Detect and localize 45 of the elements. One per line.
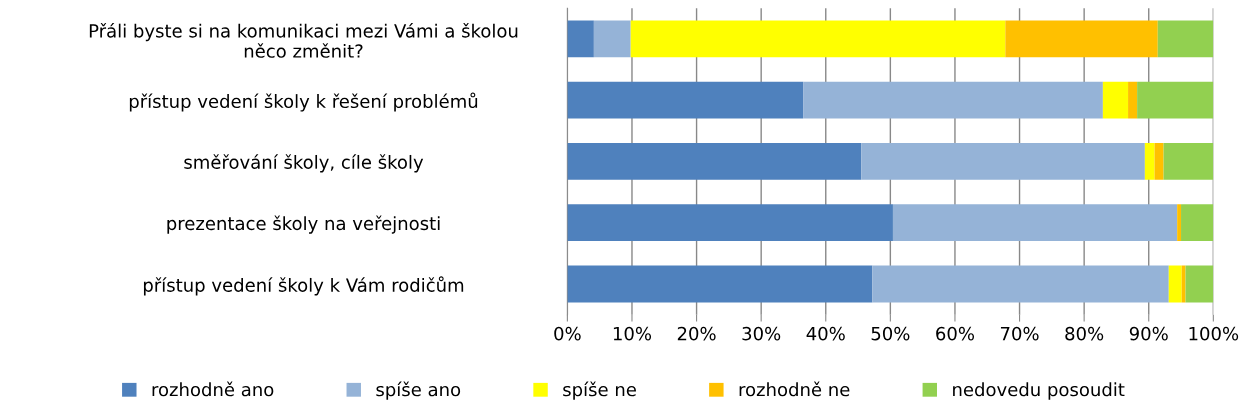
bar [872, 265, 1169, 303]
x-tick-label: 90% [1129, 326, 1168, 341]
bar [593, 20, 631, 58]
legend-label: spíše ne [563, 381, 636, 400]
legend-label: spíše ano [376, 381, 461, 400]
y-tick-label: směřování školy, cíle školy [184, 154, 424, 173]
bar [567, 204, 893, 242]
bar [1005, 20, 1158, 58]
bar [1163, 143, 1214, 180]
y-tick-label: Přáli byste si na komunikaci mezi Vámi a školou něco změnit? [89, 22, 518, 58]
bar [1181, 204, 1214, 242]
y-tick-label: prezentace školy na veřejnosti [167, 215, 440, 234]
bar [1185, 265, 1214, 303]
x-tick-label: 70% [1000, 326, 1039, 341]
x-tick-label: 10% [613, 326, 652, 341]
y-tick-label: přístup vedení školy k Vám rodičům [143, 276, 464, 296]
bar [892, 204, 1178, 242]
x-tick-label: 60% [936, 326, 975, 341]
bar [1157, 20, 1214, 58]
x-tick-label: 20% [677, 326, 716, 341]
bar [803, 81, 1103, 119]
x-tick-label: 80% [1065, 326, 1104, 341]
bar [1177, 204, 1182, 242]
legend-label: nedovedu posoudit [953, 382, 1125, 400]
bar [1154, 143, 1164, 180]
x-tick-label: 100% [1189, 326, 1239, 341]
x-tick-label: 50% [871, 326, 910, 341]
bar [861, 143, 1145, 180]
bar [1102, 81, 1129, 119]
bar [567, 81, 804, 119]
bar [1181, 265, 1186, 303]
x-tick-label: 30% [742, 326, 781, 341]
bar [567, 265, 873, 303]
bar [1137, 81, 1214, 119]
x-tick-label: 40% [806, 326, 845, 341]
bar [1144, 143, 1155, 180]
bar [567, 143, 862, 180]
bar [1128, 81, 1138, 119]
legend-label: rozhodně ano [152, 381, 274, 397]
bar [567, 20, 594, 58]
legend-label: rozhodně ne [739, 381, 850, 397]
bar [630, 20, 1006, 58]
y-tick-label: přístup vedení školy k řešení problémů [129, 92, 478, 112]
bar [1168, 265, 1182, 303]
x-tick-label: 0% [554, 326, 581, 341]
